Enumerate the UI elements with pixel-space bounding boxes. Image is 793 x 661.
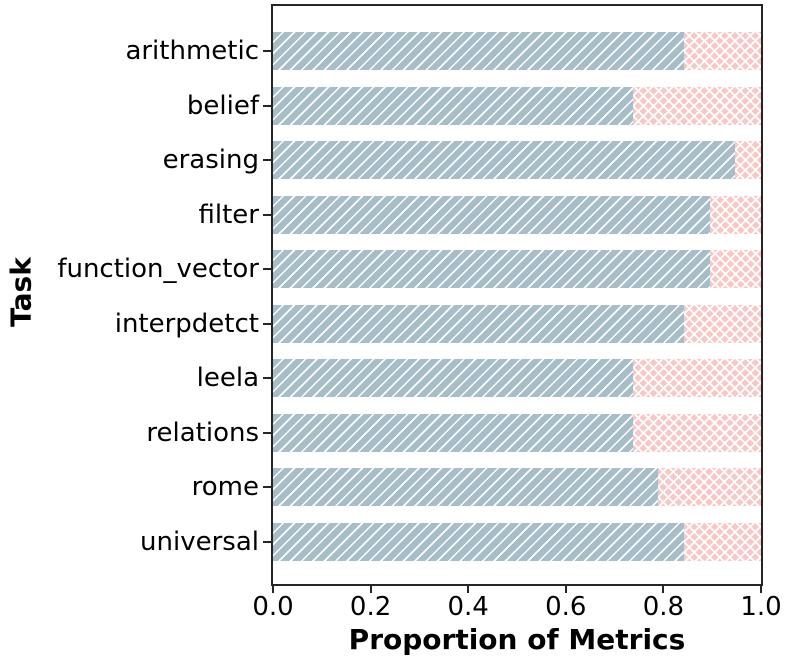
bar-row xyxy=(273,141,761,179)
blue-diagonal-hatch-segment xyxy=(273,468,659,506)
y-tick-label: interpdetct xyxy=(114,308,259,339)
y-tick-label: leela xyxy=(196,363,259,393)
x-tick xyxy=(272,586,274,593)
y-tick-label: belief xyxy=(186,90,259,121)
blue-diagonal-hatch-segment xyxy=(273,359,633,397)
bar-row xyxy=(273,86,761,125)
y-tick-label: rome xyxy=(191,472,259,502)
bar-row xyxy=(273,195,761,234)
y-tick-label: function_vector xyxy=(57,254,259,284)
x-axis-title: Proportion of Metrics xyxy=(348,623,686,656)
pink-cross-hatch-segment xyxy=(632,86,761,125)
pink-cross-hatch-segment xyxy=(683,304,761,343)
y-tick-label: arithmetic xyxy=(125,36,259,66)
y-tick-label: filter xyxy=(198,199,259,230)
y-tick xyxy=(263,322,271,325)
pink-cross-hatch-segment xyxy=(632,359,761,397)
bar-row xyxy=(273,359,761,397)
x-tick-label: 0.2 xyxy=(349,592,392,622)
blue-diagonal-hatch-segment xyxy=(273,413,633,452)
y-tick xyxy=(263,213,271,216)
bar-row xyxy=(273,304,761,343)
y-tick-label: erasing xyxy=(162,145,259,175)
y-tick xyxy=(263,486,271,488)
x-tick xyxy=(369,586,372,593)
bar-row xyxy=(273,32,761,70)
pink-cross-hatch-segment xyxy=(735,141,761,179)
pink-cross-hatch-segment xyxy=(658,468,761,506)
blue-diagonal-hatch-segment xyxy=(273,195,710,234)
x-tick xyxy=(662,586,665,593)
blue-diagonal-hatch-segment xyxy=(273,86,633,125)
pink-cross-hatch-segment xyxy=(709,195,761,234)
y-tick xyxy=(263,159,271,161)
x-tick xyxy=(760,586,762,593)
blue-diagonal-hatch-segment xyxy=(273,32,684,70)
y-tick xyxy=(263,377,271,379)
y-tick-label: relations xyxy=(146,417,259,448)
bar-row xyxy=(273,413,761,452)
pink-cross-hatch-segment xyxy=(709,250,761,288)
pink-cross-hatch-segment xyxy=(683,32,761,70)
bar-row xyxy=(273,250,761,288)
x-tick-label: 0.8 xyxy=(642,592,685,622)
y-tick xyxy=(263,431,271,434)
x-tick-label: 0.6 xyxy=(545,592,587,622)
blue-diagonal-hatch-segment xyxy=(273,250,710,288)
x-tick xyxy=(467,586,470,593)
y-tick xyxy=(263,50,271,52)
y-tick xyxy=(263,104,271,107)
blue-diagonal-hatch-segment xyxy=(273,141,736,179)
x-tick-label: 0.0 xyxy=(252,592,294,622)
pink-cross-hatch-segment xyxy=(632,413,761,452)
x-tick-label: 1.0 xyxy=(740,592,782,622)
pink-cross-hatch-segment xyxy=(683,522,761,561)
bar-row xyxy=(273,522,761,561)
y-tick-label: universal xyxy=(140,526,259,557)
y-tick xyxy=(263,268,271,270)
y-tick xyxy=(263,540,271,543)
blue-diagonal-hatch-segment xyxy=(273,304,684,343)
blue-diagonal-hatch-segment xyxy=(273,522,684,561)
x-tick xyxy=(564,586,567,593)
plot-area xyxy=(271,4,763,586)
bar-row xyxy=(273,468,761,506)
x-tick-label: 0.4 xyxy=(447,592,489,622)
